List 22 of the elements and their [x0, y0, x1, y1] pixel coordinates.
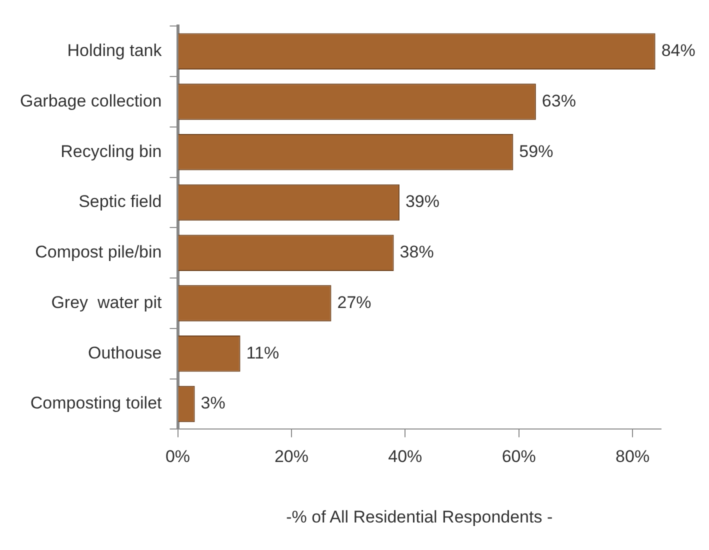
y-tick-label: Composting toilet: [30, 394, 162, 413]
y-tick-label: Septic field: [78, 192, 162, 212]
data-label: 27%: [337, 292, 372, 312]
y-tick-label: Garbage collection: [20, 91, 162, 110]
x-tick-label: 0%: [165, 447, 190, 466]
x-tick-label: 80%: [616, 447, 650, 466]
x-tick-label: 60%: [502, 447, 536, 466]
y-tick-label: Compost pile/bin: [35, 242, 162, 262]
data-label: 63%: [542, 91, 576, 110]
y-tick-label: Grey water pit: [51, 292, 162, 312]
x-tick-label: 40%: [388, 447, 422, 466]
y-tick-label: Holding tank: [67, 41, 162, 60]
data-label: 3%: [200, 394, 226, 413]
y-tick-label: Recycling bin: [60, 142, 162, 161]
y-tick-label: Outhouse: [88, 343, 162, 362]
data-label: 59%: [519, 142, 554, 161]
data-label: 11%: [246, 343, 280, 362]
x-axis-title: -% of All Residential Respondents -: [286, 507, 553, 526]
data-label: 39%: [405, 192, 440, 212]
x-tick-label: 20%: [274, 447, 308, 466]
data-label: 38%: [400, 242, 434, 262]
data-label: 84%: [661, 41, 696, 60]
